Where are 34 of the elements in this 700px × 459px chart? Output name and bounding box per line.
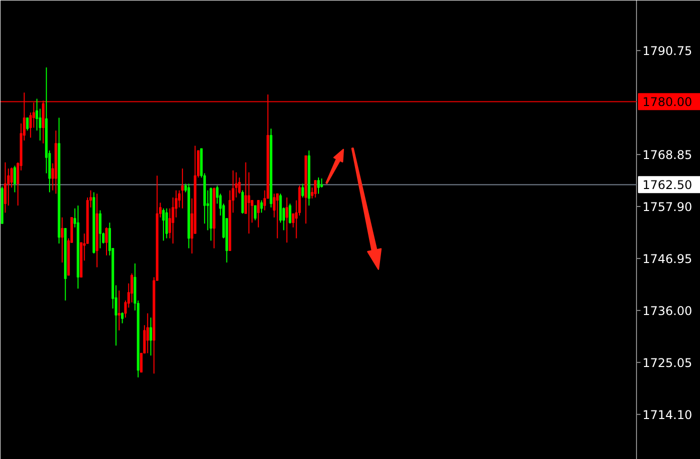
candlestick — [260, 200, 263, 214]
candlestick — [162, 208, 165, 242]
candlestick — [257, 200, 260, 228]
candlestick — [254, 205, 256, 221]
candlestick — [276, 193, 279, 239]
candlestick — [146, 312, 149, 354]
candlestick — [320, 178, 323, 188]
candlestick — [4, 162, 7, 214]
candlestick — [26, 117, 29, 132]
y-tick-label: 1714.10 — [642, 408, 692, 422]
candlestick — [317, 177, 320, 194]
candlestick — [165, 208, 168, 239]
y-tick-label: 1746.95 — [642, 252, 692, 266]
candlestick — [150, 317, 152, 356]
candlestick — [288, 203, 292, 224]
candlestick — [60, 216, 64, 264]
candlestick — [118, 290, 120, 331]
candlestick — [286, 196, 288, 244]
ref-line-label: 1780.00 — [642, 95, 692, 110]
y-tick-label: 1757.90 — [642, 200, 692, 214]
ref-line-label: 1762.50 — [642, 178, 692, 192]
candlestick — [98, 210, 102, 249]
candlestick — [181, 168, 184, 209]
candlestick — [241, 190, 244, 214]
y-tick-label: 1736.00 — [642, 304, 692, 318]
candlestick — [105, 226, 108, 256]
candlestick — [13, 165, 16, 193]
candlestick — [314, 180, 317, 198]
y-tick-label: 1768.85 — [642, 148, 692, 162]
y-tick-label: 1725.05 — [642, 356, 692, 370]
candlestick — [121, 312, 124, 324]
candlestick — [301, 183, 304, 198]
y-tick-label: 1790.75 — [642, 44, 692, 58]
candlestick — [248, 172, 250, 234]
